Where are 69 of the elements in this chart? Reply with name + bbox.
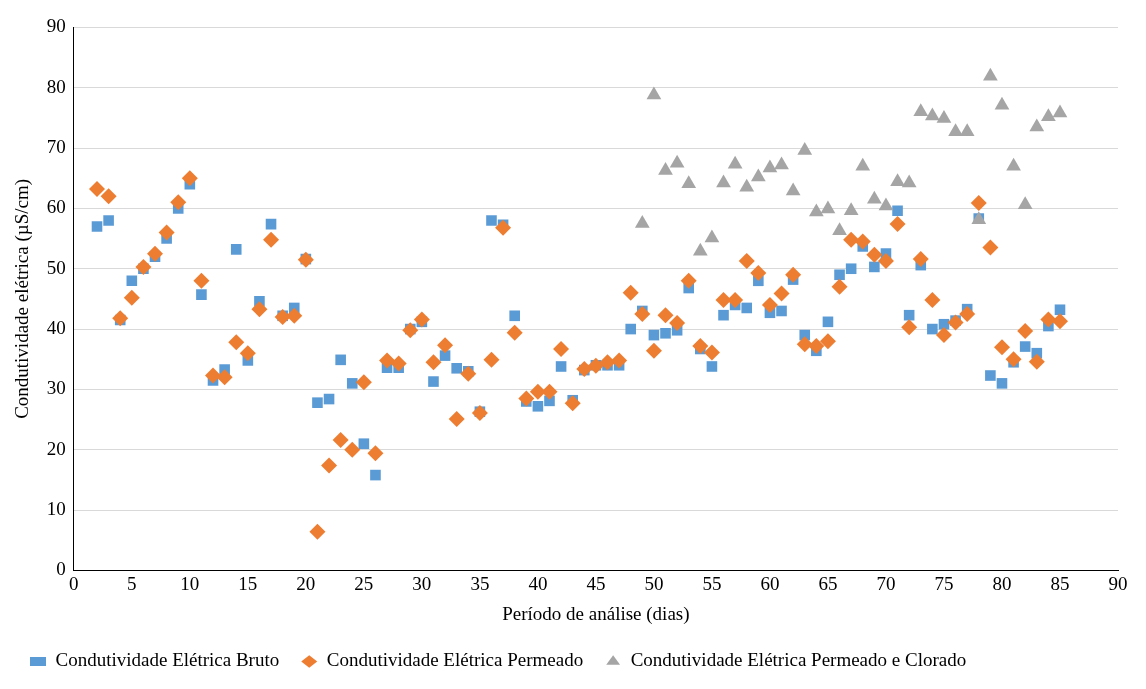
x-tick-label: 5 (127, 572, 137, 594)
x-tick-label: 20 (296, 572, 316, 594)
point (1052, 104, 1068, 118)
point (1029, 118, 1045, 132)
point (983, 67, 998, 81)
point (797, 141, 813, 155)
point (646, 86, 662, 100)
point (1017, 196, 1033, 210)
x-tick-label: 50 (644, 572, 664, 594)
point (855, 157, 871, 171)
y-tick-label: 40 (46, 317, 66, 339)
y-tick-label: 60 (46, 196, 66, 218)
point (959, 123, 975, 137)
point (634, 214, 650, 228)
x-tick-label: 80 (992, 572, 1012, 594)
x-axis-title: Período de análise (dias) (502, 602, 690, 625)
x-tick-label: 60 (760, 572, 780, 594)
point (948, 123, 963, 137)
point (739, 178, 755, 192)
x-tick-label: 70 (876, 572, 896, 594)
x-tick-label: 35 (470, 572, 490, 594)
point (716, 174, 731, 188)
point (658, 161, 673, 175)
x-tick-label: 30 (412, 572, 432, 594)
point (878, 197, 894, 211)
point (866, 190, 882, 204)
point (762, 159, 778, 173)
y-tick-label: 70 (46, 136, 66, 158)
point (1041, 108, 1056, 121)
x-tick-label: 90 (1108, 572, 1128, 594)
x-tick-label: 25 (354, 572, 374, 594)
point (669, 154, 685, 168)
point (1006, 157, 1021, 171)
point (681, 175, 697, 188)
x-tick-label: 45 (586, 572, 606, 594)
legend-label: Condutividade Elétrica Bruto (55, 649, 280, 671)
point (774, 156, 789, 170)
y-tick-label: 80 (46, 75, 66, 97)
point (925, 107, 940, 121)
y-tick-label: 10 (46, 498, 66, 520)
point (936, 110, 952, 123)
point (901, 174, 917, 188)
y-tick-label: 0 (56, 558, 66, 580)
y-tick-label: 20 (46, 437, 66, 459)
point (750, 168, 766, 182)
point (692, 242, 708, 256)
point (785, 182, 801, 196)
x-tick-label: 65 (818, 572, 838, 594)
point (843, 202, 859, 216)
y-tick-label: 30 (46, 377, 66, 399)
x-tick-label: 55 (702, 572, 722, 594)
x-tick-label: 40 (528, 572, 548, 594)
point (994, 96, 1010, 110)
point (727, 155, 743, 169)
legend-label: Condutividade Elétrica Permeado (326, 649, 584, 671)
x-tick-label: 75 (934, 572, 954, 594)
x-tick-label: 10 (180, 572, 200, 594)
y-tick-label: 50 (46, 256, 66, 278)
point (704, 229, 720, 243)
y-tick-label: 90 (46, 15, 66, 37)
y-axis-title: Condutividade elétrica (µS/cm) (11, 178, 34, 419)
point (832, 222, 847, 235)
point (913, 103, 929, 117)
x-tick-label: 85 (1050, 572, 1070, 594)
legend-label: Condutividade Elétrica Permeado e Clorado (630, 649, 967, 671)
point (820, 200, 836, 214)
point (808, 203, 824, 217)
point (890, 173, 905, 187)
x-tick-label: 15 (238, 572, 258, 594)
